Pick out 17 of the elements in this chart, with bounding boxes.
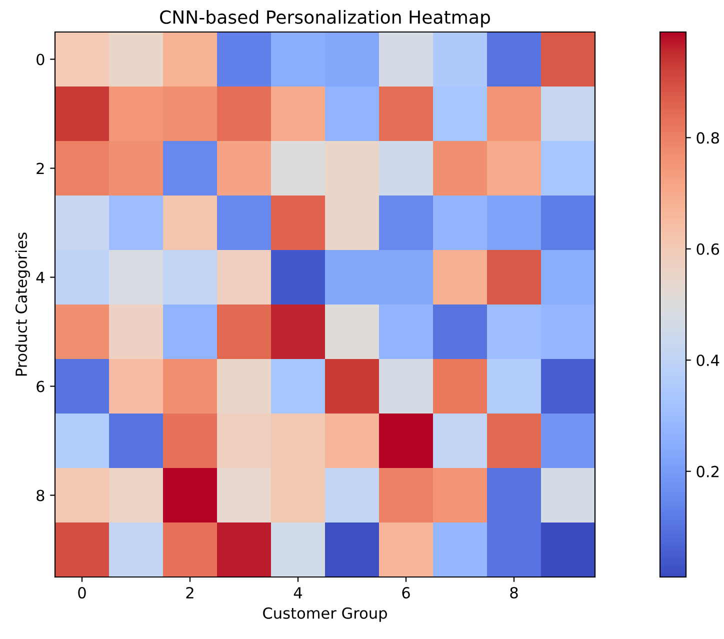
color-bar-label: 0.8 [696, 132, 719, 144]
y-tick-label: 4 [36, 272, 44, 284]
x-tick-label: 8 [510, 586, 518, 599]
chart-title: CNN-based Personalization Heatmap [160, 10, 490, 28]
color-bar-label: 0.2 [696, 466, 718, 478]
x-tick-label: 2 [186, 586, 194, 598]
y-tick-label: 8 [36, 490, 44, 502]
y-tick-label: 0 [36, 54, 44, 66]
x-axis-title: Customer Group [263, 607, 387, 622]
color-bar-label: 0.4 [696, 354, 720, 366]
x-tick-label: 0 [78, 586, 86, 599]
y-tick-label: 6 [36, 380, 44, 392]
color-bar-label: 0.6 [696, 243, 720, 255]
x-tick-label: 6 [402, 586, 410, 599]
y-tick-label: 2 [36, 162, 44, 174]
x-tick-label: 4 [294, 587, 302, 598]
y-axis-title: Product Categories [15, 232, 30, 376]
